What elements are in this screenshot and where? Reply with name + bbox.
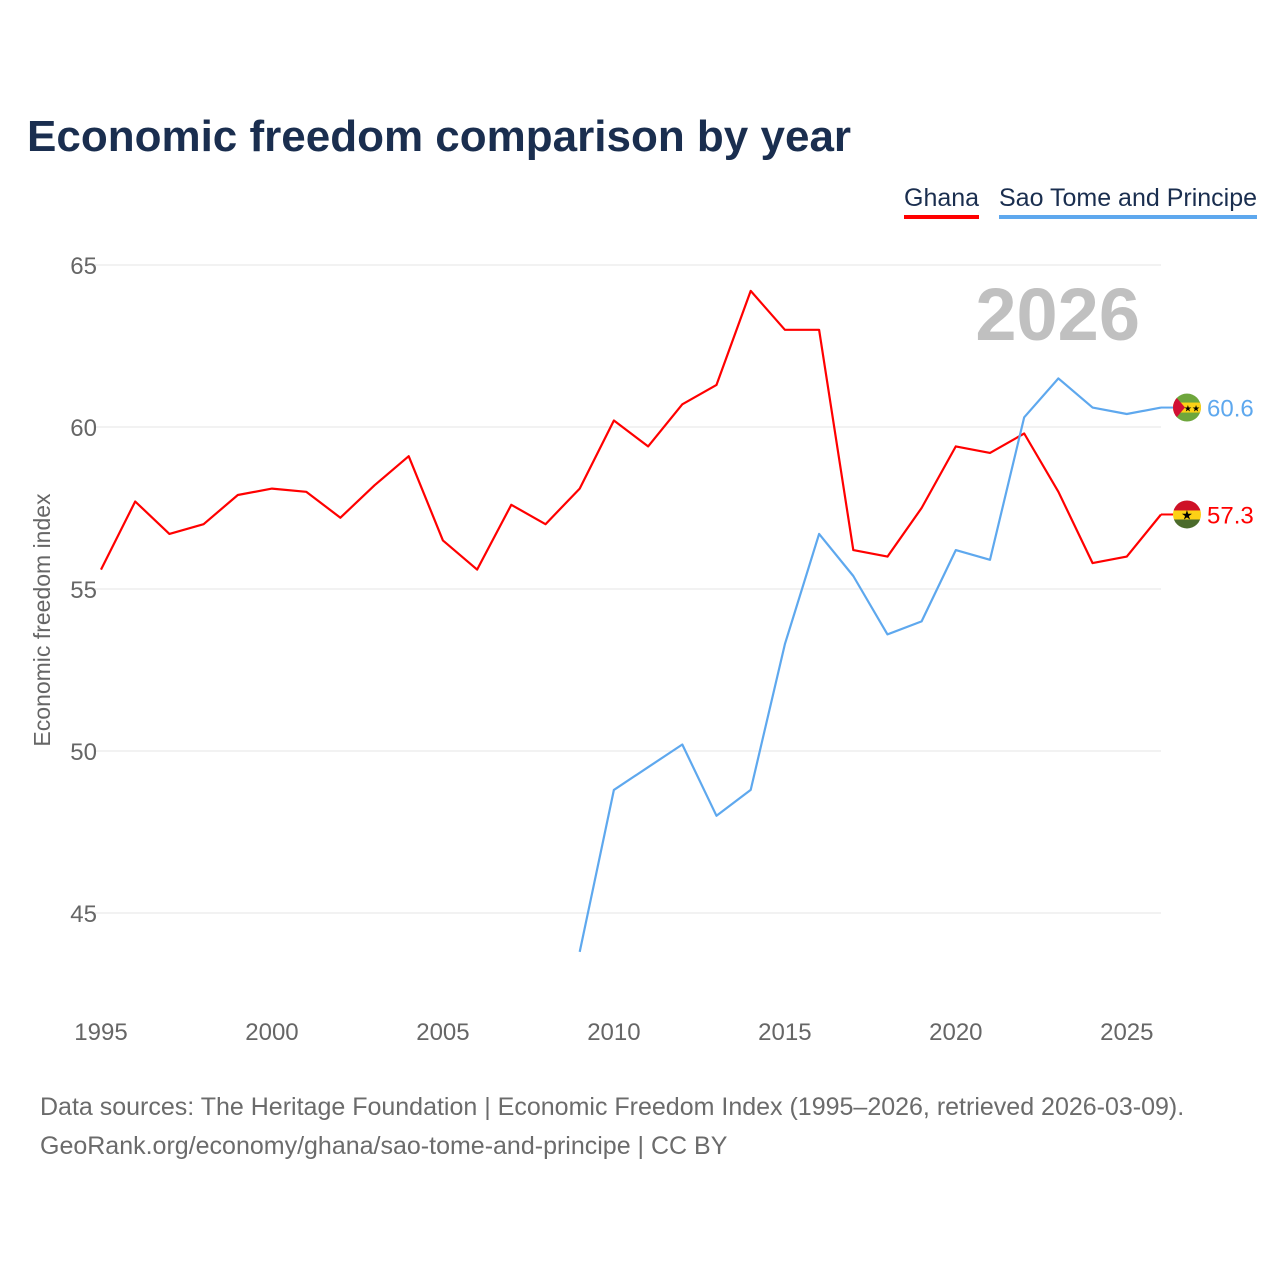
x-tick-label: 2015	[758, 1019, 811, 1046]
series-line-ghana	[100, 289, 1162, 571]
x-tick-label: 2010	[587, 1019, 640, 1046]
y-tick-label: 45	[70, 901, 97, 928]
end-value-label: 60.6	[1207, 396, 1254, 423]
y-axis-label: Economic freedom index	[29, 493, 55, 747]
ghana-flag-icon: ★	[1173, 500, 1201, 529]
x-tick-label: 2020	[929, 1019, 982, 1046]
svg-text:★★: ★★	[1184, 404, 1200, 414]
footer: Data sources: The Heritage Foundation | …	[40, 1088, 1184, 1166]
series-line-sao-tome	[578, 377, 1162, 953]
svg-text:★: ★	[1181, 507, 1193, 522]
y-tick-label: 60	[70, 415, 97, 442]
y-tick-label: 65	[70, 253, 97, 280]
source-url-text[interactable]: GeoRank.org/economy/ghana/sao-tome-and-p…	[40, 1132, 728, 1160]
x-tick-label: 2000	[245, 1019, 298, 1046]
year-watermark: 2026	[975, 273, 1140, 356]
x-tick-label: 2025	[1100, 1019, 1153, 1046]
x-tick-label: 1995	[74, 1019, 127, 1046]
legend-ghana[interactable]: Ghana	[904, 184, 980, 219]
legend-sao-tome-and-principe[interactable]: Sao Tome and Principe	[999, 184, 1258, 219]
line-chart: 45 50 55 60 65 1995 2000 2005 2010 2015 2020 2025 Ec…	[29, 253, 1254, 1046]
data-source-text: Data sources: The Heritage Foundation | …	[40, 1093, 1185, 1121]
chart-title: Economic freedom comparison by year	[27, 112, 852, 161]
x-tick-label: 2005	[416, 1019, 469, 1046]
y-tick-label: 50	[70, 739, 97, 766]
end-value-label: 57.3	[1207, 502, 1254, 529]
sao-tome-flag-icon: ★★	[1173, 393, 1201, 422]
y-tick-label: 55	[70, 577, 97, 604]
